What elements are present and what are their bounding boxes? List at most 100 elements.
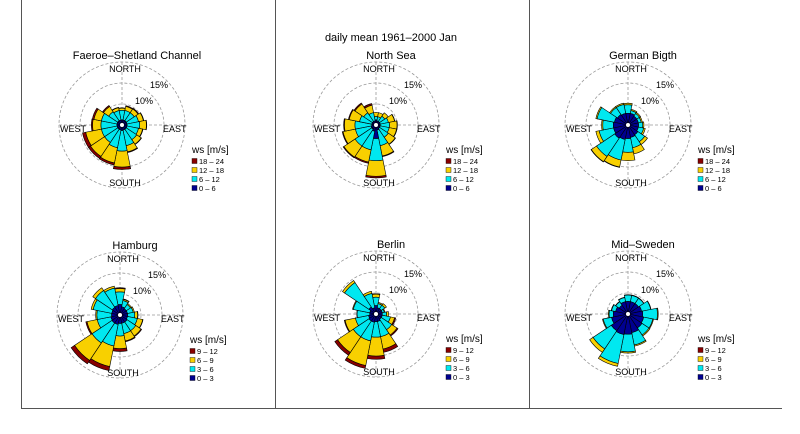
legend-swatch-0 (697, 158, 704, 164)
legend-title: ws [m/s] (445, 145, 483, 156)
ring-label-15: 15% (150, 80, 168, 90)
wind-rose-4: Berlin NORTH SOUTH EAST WEST 15% 10% ws [m/s]9 … (312, 239, 483, 382)
wind-roses: Faeroe–Shetland Channel NORTH SOUTH EAST WES… (56, 50, 735, 383)
legend-swatch-1 (445, 167, 452, 173)
label-east: EAST (163, 124, 187, 134)
rose-title: North Sea (366, 50, 416, 62)
legend-swatch-3 (189, 375, 196, 381)
wedge-W-bin2 (92, 118, 102, 132)
legend-label-3: 0 – 3 (197, 374, 214, 383)
ring-label-10: 10% (389, 96, 407, 106)
wind-rose-5: Mid–Sweden NORTH SOUTH EAST WEST 15% 10% ws [m/… (564, 239, 735, 382)
ring-label-10: 10% (135, 96, 153, 106)
label-south: SOUTH (363, 178, 395, 188)
legend-swatch-1 (189, 357, 196, 363)
rose-title: Mid–Sweden (611, 239, 675, 251)
label-west: WEST (314, 313, 341, 323)
label-west: WEST (314, 124, 341, 134)
wind-rose-2: German Bigth NORTH SOUTH EAST WEST 15% 10% ws [… (564, 50, 735, 193)
legend-swatch-2 (445, 365, 452, 371)
legend-label-2: 6 – 12 (705, 175, 726, 184)
suptitle: daily mean 1961–2000 Jan (325, 32, 457, 44)
label-north: NORTH (109, 64, 141, 74)
legend-title: ws [m/s] (697, 334, 735, 345)
legend-label-1: 6 – 9 (197, 356, 214, 365)
center-dot (626, 312, 630, 316)
legend-swatch-0 (697, 347, 704, 353)
label-south: SOUTH (615, 367, 647, 377)
center-dot (374, 123, 378, 127)
label-south: SOUTH (107, 368, 139, 378)
center-dot (626, 123, 630, 127)
ring-label-10: 10% (641, 285, 659, 295)
legend-swatch-0 (189, 348, 196, 354)
center-dot (374, 312, 378, 316)
legend-swatch-2 (697, 365, 704, 371)
label-east: EAST (669, 124, 693, 134)
ring-label-10: 10% (641, 96, 659, 106)
wedge-S-bin2 (620, 151, 636, 161)
legend-label-3: 0 – 6 (199, 184, 216, 193)
legend-swatch-0 (445, 158, 452, 164)
rose-title: Faeroe–Shetland Channel (73, 50, 201, 62)
legend-swatch-2 (189, 366, 196, 372)
legend-swatch-0 (445, 347, 452, 353)
legend-label-3: 0 – 6 (453, 184, 470, 193)
label-north: NORTH (615, 253, 647, 263)
label-south: SOUTH (615, 178, 647, 188)
rose-title: Berlin (377, 239, 405, 251)
wind-rose-1: North Sea NORTH SOUTH EAST WEST 15% 10% ws [m/s… (312, 50, 483, 193)
legend-label-3: 0 – 3 (453, 373, 470, 382)
legend-title: ws [m/s] (191, 145, 229, 156)
legend-label-0: 18 – 24 (453, 157, 478, 166)
center-dot (118, 313, 122, 317)
legend-label-1: 12 – 18 (199, 166, 224, 175)
legend-label-1: 12 – 18 (453, 166, 478, 175)
legend-title: ws [m/s] (697, 145, 735, 156)
legend-swatch-3 (445, 374, 452, 380)
legend-label-0: 18 – 24 (705, 157, 730, 166)
legend-swatch-2 (445, 176, 452, 182)
label-north: NORTH (363, 64, 395, 74)
label-west: WEST (58, 314, 85, 324)
legend-swatch-1 (697, 356, 704, 362)
legend-label-1: 6 – 9 (705, 355, 722, 364)
label-north: NORTH (615, 64, 647, 74)
legend-swatch-3 (191, 185, 198, 191)
ring-label-15: 15% (656, 269, 674, 279)
legend-swatch-2 (191, 176, 198, 182)
label-east: EAST (417, 313, 441, 323)
ring-label-15: 15% (656, 80, 674, 90)
legend-swatch-1 (697, 167, 704, 173)
legend-label-2: 6 – 12 (453, 175, 474, 184)
legend-label-0: 9 – 12 (705, 346, 726, 355)
label-east: EAST (669, 313, 693, 323)
legend-label-2: 3 – 6 (197, 365, 214, 374)
legend-label-0: 9 – 12 (453, 346, 474, 355)
label-south: SOUTH (109, 178, 141, 188)
rose-title: German Bigth (609, 50, 677, 62)
figure-frame (21, 0, 782, 409)
ring-label-10: 10% (389, 285, 407, 295)
ring-label-15: 15% (404, 269, 422, 279)
rose-title: Hamburg (112, 240, 157, 252)
label-east: EAST (417, 124, 441, 134)
legend-title: ws [m/s] (189, 335, 227, 346)
legend-swatch-3 (445, 185, 452, 191)
label-south: SOUTH (363, 367, 395, 377)
wedge-W-bin1 (608, 309, 614, 319)
label-east: EAST (161, 314, 185, 324)
legend-label-3: 0 – 6 (705, 184, 722, 193)
label-north: NORTH (107, 254, 139, 264)
legend-swatch-1 (191, 167, 198, 173)
ring-label-15: 15% (148, 270, 166, 280)
legend-label-0: 18 – 24 (199, 157, 224, 166)
label-north: NORTH (363, 253, 395, 263)
wind-rose-0: Faeroe–Shetland Channel NORTH SOUTH EAST WES… (58, 50, 229, 193)
legend-swatch-2 (697, 176, 704, 182)
label-west: WEST (566, 124, 593, 134)
center-dot (120, 123, 124, 127)
wedge-S-bin2 (365, 159, 387, 177)
wind-rose-3: Hamburg NORTH SOUTH EAST WEST 15% 10% ws [m/s]9… (56, 240, 227, 383)
